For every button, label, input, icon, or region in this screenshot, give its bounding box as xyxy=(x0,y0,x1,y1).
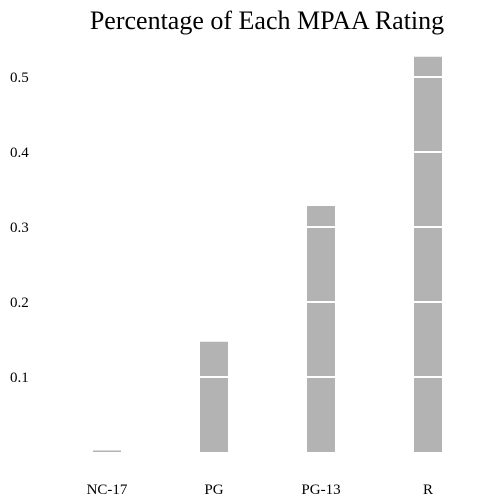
bar-pg-13 xyxy=(307,206,335,452)
y-axis-tick-labels: 0.1 0.2 0.3 0.4 0.5 xyxy=(10,70,29,386)
x-category-label: R xyxy=(423,482,433,498)
x-category-label: PG xyxy=(204,482,223,498)
x-category-label: NC-17 xyxy=(87,482,128,498)
y-tick-label: 0.1 xyxy=(10,370,29,386)
y-tick-label: 0.3 xyxy=(10,220,29,236)
y-tick-label: 0.4 xyxy=(10,145,29,161)
y-tick-label: 0.2 xyxy=(10,295,29,311)
x-axis-category-labels: NC-17 PG PG-13 R xyxy=(87,482,433,498)
bar-pg xyxy=(200,341,228,452)
chart-title: Percentage of Each MPAA Rating xyxy=(89,6,445,35)
bar-nc-17 xyxy=(93,450,121,452)
x-category-label: PG-13 xyxy=(301,482,340,498)
y-tick-label: 0.5 xyxy=(10,70,29,86)
bar-r xyxy=(414,56,442,452)
bars xyxy=(93,56,442,452)
gridlines xyxy=(60,76,480,378)
